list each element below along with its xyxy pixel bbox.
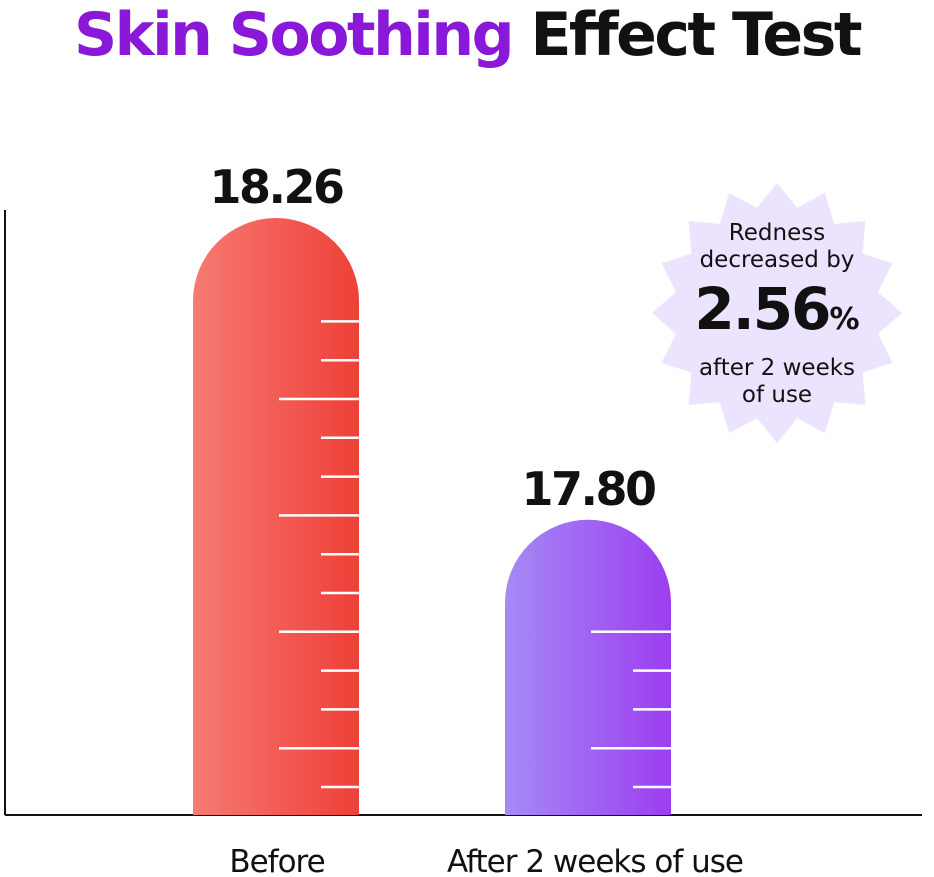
redness-badge: Redness decreased by 2.56% after 2 weeks… — [650, 178, 904, 448]
category-label: Before — [229, 844, 324, 877]
bar-before — [193, 218, 359, 815]
value-label: 17.80 — [521, 462, 654, 516]
badge-line-4: of use — [741, 382, 813, 408]
bar-after — [505, 519, 671, 815]
category-label: After 2 weeks of use — [447, 844, 743, 877]
badge-value-unit: % — [829, 302, 860, 337]
badge-value-number: 2.56 — [694, 275, 831, 343]
chart-title: Skin Soothing Effect Test — [0, 0, 934, 70]
badge-line-1: Redness — [728, 220, 826, 246]
badge-line-2: decreased by — [699, 247, 855, 273]
title-accent: Skin Soothing — [73, 0, 515, 70]
badge-line-3: after 2 weeks — [698, 355, 856, 381]
value-label: 18.26 — [209, 160, 342, 214]
badge-value: 2.56% — [650, 274, 904, 355]
title-rest: Effect Test — [530, 0, 862, 70]
starburst-badge-shape — [652, 183, 902, 443]
